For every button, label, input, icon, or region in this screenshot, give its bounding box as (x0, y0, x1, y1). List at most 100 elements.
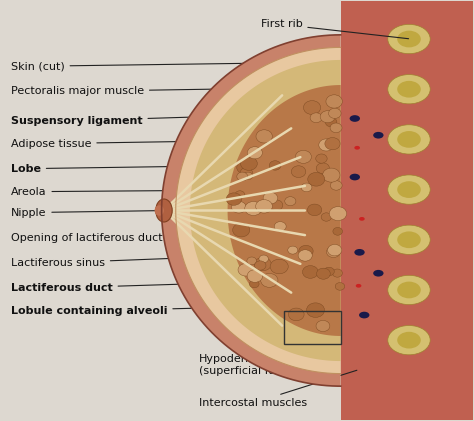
Ellipse shape (397, 131, 421, 148)
Ellipse shape (156, 199, 172, 222)
Ellipse shape (355, 249, 365, 256)
Ellipse shape (259, 255, 268, 263)
FancyBboxPatch shape (341, 1, 473, 420)
Ellipse shape (270, 259, 288, 274)
Ellipse shape (237, 162, 252, 173)
Ellipse shape (247, 257, 256, 265)
Ellipse shape (233, 223, 250, 237)
Ellipse shape (238, 264, 254, 276)
Ellipse shape (397, 181, 421, 198)
Ellipse shape (235, 191, 245, 199)
Text: Adipose tissue: Adipose tissue (11, 139, 263, 149)
Ellipse shape (255, 200, 273, 213)
Ellipse shape (307, 204, 322, 216)
Ellipse shape (327, 246, 340, 258)
Polygon shape (190, 27, 341, 394)
Ellipse shape (247, 147, 263, 159)
Ellipse shape (373, 132, 383, 139)
Ellipse shape (350, 115, 360, 122)
Ellipse shape (388, 125, 430, 154)
Ellipse shape (319, 139, 334, 151)
Ellipse shape (243, 172, 253, 180)
Ellipse shape (388, 75, 430, 104)
Text: Nipple: Nipple (11, 208, 166, 218)
Ellipse shape (356, 284, 361, 288)
Polygon shape (176, 14, 341, 407)
Ellipse shape (328, 108, 341, 118)
Text: Lactiferous sinus: Lactiferous sinus (11, 258, 197, 268)
Ellipse shape (299, 245, 313, 257)
Ellipse shape (397, 81, 421, 98)
Text: Skin (cut): Skin (cut) (11, 61, 338, 71)
Ellipse shape (269, 161, 281, 170)
Ellipse shape (274, 221, 286, 231)
Ellipse shape (247, 270, 263, 282)
Text: Lobule containing alveoli: Lobule containing alveoli (11, 306, 253, 316)
Text: Intercostal muscles: Intercostal muscles (199, 370, 357, 408)
Ellipse shape (316, 163, 329, 173)
Ellipse shape (325, 138, 340, 150)
Ellipse shape (256, 130, 273, 143)
Ellipse shape (397, 282, 421, 298)
Ellipse shape (317, 268, 330, 279)
Ellipse shape (332, 269, 342, 277)
Ellipse shape (350, 174, 360, 180)
Ellipse shape (303, 101, 321, 115)
Ellipse shape (310, 113, 322, 123)
Ellipse shape (359, 217, 365, 221)
Ellipse shape (255, 257, 271, 271)
Ellipse shape (288, 246, 298, 254)
Ellipse shape (321, 213, 331, 221)
Ellipse shape (328, 245, 342, 256)
Text: Suspensory ligament: Suspensory ligament (11, 115, 282, 125)
Polygon shape (228, 64, 341, 357)
Text: Pectoralis major muscle: Pectoralis major muscle (11, 86, 338, 96)
Bar (284, 311, 341, 344)
Ellipse shape (302, 266, 318, 278)
Ellipse shape (285, 197, 296, 205)
Ellipse shape (373, 270, 383, 277)
Ellipse shape (291, 166, 306, 178)
Ellipse shape (333, 227, 343, 235)
Ellipse shape (307, 303, 325, 317)
Ellipse shape (323, 168, 340, 182)
Ellipse shape (316, 154, 327, 163)
Text: Areola: Areola (11, 187, 197, 197)
Ellipse shape (288, 308, 304, 321)
Ellipse shape (298, 250, 312, 261)
Ellipse shape (388, 275, 430, 305)
Ellipse shape (330, 181, 342, 190)
Ellipse shape (237, 172, 248, 181)
Ellipse shape (326, 95, 342, 108)
Ellipse shape (301, 183, 312, 192)
Ellipse shape (320, 111, 335, 123)
Ellipse shape (245, 202, 262, 216)
Ellipse shape (240, 168, 252, 177)
Text: Hypodermis
(superficial fascia): Hypodermis (superficial fascia) (199, 329, 310, 376)
Ellipse shape (329, 207, 346, 221)
Ellipse shape (232, 201, 246, 213)
Ellipse shape (155, 205, 164, 216)
Text: Opening of lactiferous duct: Opening of lactiferous duct (11, 233, 171, 242)
Ellipse shape (330, 123, 342, 133)
Ellipse shape (397, 232, 421, 248)
Ellipse shape (295, 150, 311, 163)
Ellipse shape (388, 24, 430, 53)
Ellipse shape (261, 273, 278, 287)
Ellipse shape (388, 325, 430, 355)
Text: Lactiferous duct: Lactiferous duct (11, 282, 234, 293)
Ellipse shape (397, 31, 421, 48)
Ellipse shape (226, 193, 242, 205)
Ellipse shape (335, 282, 345, 290)
Ellipse shape (324, 267, 334, 276)
Ellipse shape (388, 175, 430, 204)
Polygon shape (162, 1, 341, 420)
Ellipse shape (255, 261, 266, 270)
Ellipse shape (355, 146, 360, 149)
Ellipse shape (240, 157, 257, 171)
Ellipse shape (263, 192, 278, 204)
Text: First rib: First rib (261, 19, 409, 39)
Ellipse shape (325, 117, 337, 127)
Ellipse shape (316, 320, 330, 332)
Ellipse shape (270, 200, 283, 210)
